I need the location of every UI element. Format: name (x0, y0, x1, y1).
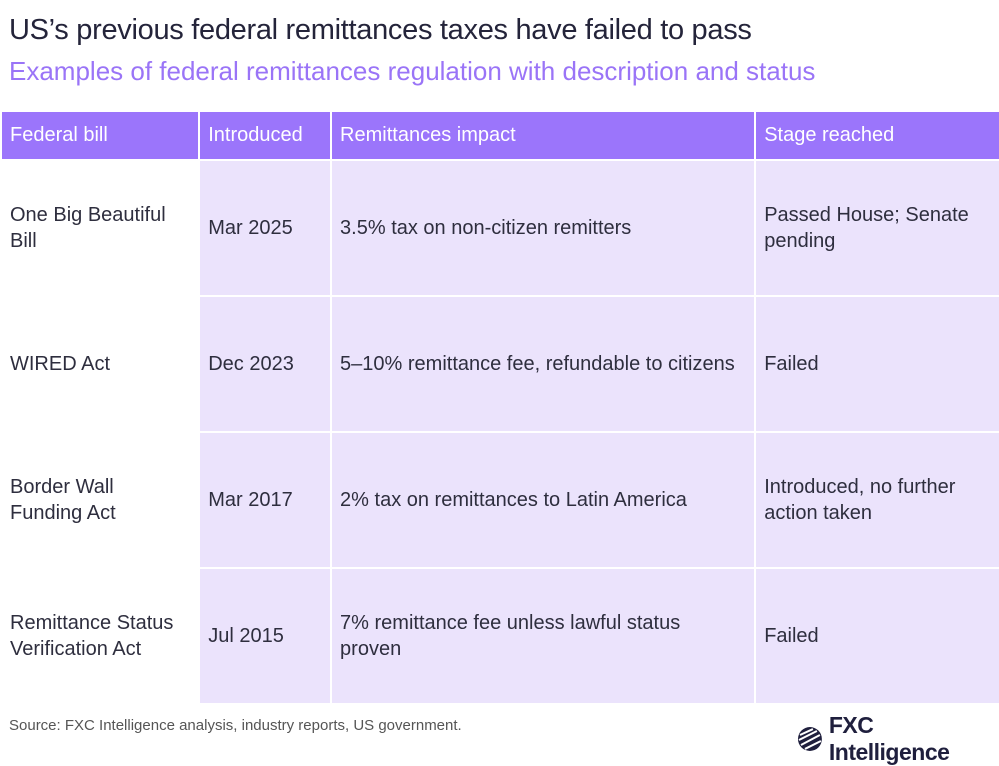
table-row: WIRED Act Dec 2023 5–10% remittance fee,… (2, 297, 999, 431)
logo-text: FXC Intelligence (828, 712, 950, 765)
cell-stage: Introduced, no further action taken (756, 433, 999, 567)
header-row: Federal bill Introduced Remittances impa… (2, 112, 999, 159)
header-remittances-impact: Remittances impact (332, 112, 755, 159)
cell-introduced: Jul 2015 (200, 569, 331, 703)
bills-table: Federal bill Introduced Remittances impa… (0, 110, 999, 705)
cell-stage: Failed (756, 569, 999, 703)
cell-impact: 2% tax on remittances to Latin America (332, 433, 755, 567)
cell-impact: 7% remittance fee unless lawful status p… (332, 569, 755, 703)
cell-impact: 5–10% remittance fee, refundable to citi… (332, 297, 755, 431)
source-note: Source: FXC Intelligence analysis, indus… (9, 717, 462, 734)
header-federal-bill: Federal bill (2, 112, 199, 159)
cell-introduced: Dec 2023 (200, 297, 331, 431)
chart-title: US’s previous federal remittances taxes … (9, 14, 752, 46)
cell-introduced: Mar 2025 (200, 161, 331, 295)
chart-subtitle: Examples of federal remittances regulati… (9, 56, 816, 86)
cell-bill: Border Wall Funding Act (2, 433, 199, 567)
fxc-logo: FXC Intelligence (797, 712, 999, 766)
cell-bill: One Big Beautiful Bill (2, 161, 199, 295)
table-row: Remittance Status Verification Act Jul 2… (2, 569, 999, 703)
cell-impact: 3.5% tax on non-citizen remitters (332, 161, 755, 295)
table-row: One Big Beautiful Bill Mar 2025 3.5% tax… (2, 161, 999, 295)
fxc-globe-icon (797, 727, 822, 751)
table-row: Border Wall Funding Act Mar 2017 2% tax … (2, 433, 999, 567)
cell-introduced: Mar 2017 (200, 433, 331, 567)
cell-stage: Failed (756, 297, 999, 431)
header-introduced: Introduced (200, 112, 331, 159)
cell-stage: Passed House; Senate pending (756, 161, 999, 295)
cell-bill: Remittance Status Verification Act (2, 569, 199, 703)
cell-bill: WIRED Act (2, 297, 199, 431)
header-stage-reached: Stage reached (756, 112, 999, 159)
